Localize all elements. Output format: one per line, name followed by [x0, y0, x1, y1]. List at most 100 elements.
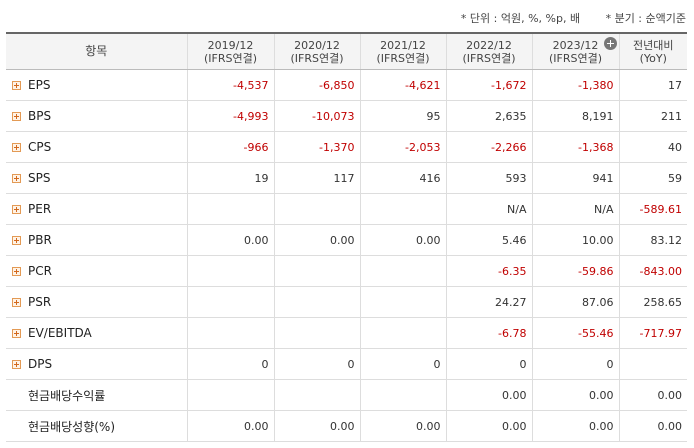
row-label: EPS — [28, 78, 51, 92]
row-label-cell[interactable]: CPS — [6, 131, 187, 163]
value-cell: 0.00 — [359, 410, 446, 442]
table-row: PSR 24.27 87.06 258.65 — [6, 286, 687, 318]
value-cell: -6,850 — [273, 69, 360, 101]
value-cell — [273, 286, 360, 318]
value-cell: -59.86 — [531, 255, 619, 287]
header-col-2019: 2019/12 (IFRS연결) — [186, 32, 274, 70]
table-row: DPS 0 0 0 0 0 — [6, 348, 687, 380]
value-cell — [186, 317, 274, 349]
value-cell: 211 — [618, 100, 687, 132]
value-cell: 8,191 — [531, 100, 619, 132]
row-label: PSR — [28, 295, 52, 309]
value-cell: 0 — [186, 348, 274, 380]
row-label: EV/EBITDA — [28, 326, 92, 340]
row-label: BPS — [28, 109, 52, 123]
row-label-cell[interactable]: PER — [6, 193, 187, 225]
value-cell — [186, 379, 274, 411]
table-row: SPS 19 117 416 593 941 59 — [6, 162, 687, 194]
header-col-2020: 2020/12 (IFRS연결) — [273, 32, 360, 70]
value-cell: 17 — [618, 69, 687, 101]
value-cell — [273, 379, 360, 411]
unit-notes: * 단위 : 억원, %, %p, 배 * 분기 : 순액기준 — [461, 10, 686, 26]
expand-plus-icon[interactable] — [12, 360, 21, 369]
table-row: PER N/A N/A -589.61 — [6, 193, 687, 225]
expand-plus-icon[interactable] — [12, 112, 21, 121]
value-cell: 87.06 — [531, 286, 619, 318]
value-cell: 0.00 — [531, 379, 619, 411]
financial-ratio-table: 항목 2019/12 (IFRS연결) 2020/12 (IFRS연결) 2021/… — [6, 32, 687, 442]
add-column-icon[interactable] — [603, 37, 617, 50]
row-label-cell[interactable]: EV/EBITDA — [6, 317, 187, 349]
value-cell: 593 — [445, 162, 532, 194]
value-cell — [359, 193, 446, 225]
row-label: DPS — [28, 357, 53, 371]
value-cell: 10.00 — [531, 224, 619, 256]
value-cell: -1,370 — [273, 131, 360, 163]
row-label: PER — [28, 202, 52, 216]
value-cell: 941 — [531, 162, 619, 194]
value-cell: -6.35 — [445, 255, 532, 287]
expand-plus-icon[interactable] — [12, 174, 21, 183]
value-cell: 0.00 — [618, 410, 687, 442]
value-cell — [359, 286, 446, 318]
row-label-cell[interactable]: PBR — [6, 224, 187, 256]
row-label: 현금배당성향(%) — [28, 419, 116, 434]
value-cell: -966 — [186, 131, 274, 163]
value-cell: -4,537 — [186, 69, 274, 101]
value-cell: 19 — [186, 162, 274, 194]
value-cell — [359, 255, 446, 287]
row-label-cell: 현금배당성향(%) — [6, 410, 187, 442]
table-row: 현금배당수익률 0.00 0.00 0.00 — [6, 379, 687, 411]
row-label: 현금배당수익률 — [28, 388, 106, 403]
row-label-cell[interactable]: PSR — [6, 286, 187, 318]
table-row: EPS -4,537 -6,850 -4,621 -1,672 -1,380 17 — [6, 69, 687, 101]
value-cell: -4,621 — [359, 69, 446, 101]
value-cell: 59 — [618, 162, 687, 194]
header-col-2022: 2022/12 (IFRS연결) — [445, 32, 532, 70]
value-cell: 258.65 — [618, 286, 687, 318]
table-row: 현금배당성향(%) 0.00 0.00 0.00 0.00 0.00 0.00 — [6, 410, 687, 442]
row-label: SPS — [28, 171, 51, 185]
expand-plus-icon[interactable] — [12, 205, 21, 214]
expand-plus-icon[interactable] — [12, 329, 21, 338]
value-cell: -1,380 — [531, 69, 619, 101]
row-label-cell[interactable]: EPS — [6, 69, 187, 101]
row-label: PBR — [28, 233, 52, 247]
row-label-cell: 현금배당수익률 — [6, 379, 187, 411]
value-cell: 83.12 — [618, 224, 687, 256]
value-cell: N/A — [531, 193, 619, 225]
expand-plus-icon[interactable] — [12, 81, 21, 90]
expand-plus-icon[interactable] — [12, 143, 21, 152]
value-cell: 24.27 — [445, 286, 532, 318]
table-row: CPS -966 -1,370 -2,053 -2,266 -1,368 40 — [6, 131, 687, 163]
value-cell: -2,053 — [359, 131, 446, 163]
table-row: PCR -6.35 -59.86 -843.00 — [6, 255, 687, 287]
row-label-cell[interactable]: SPS — [6, 162, 187, 194]
table-row: PBR 0.00 0.00 0.00 5.46 10.00 83.12 — [6, 224, 687, 256]
value-cell: 0.00 — [186, 224, 274, 256]
value-cell: -10,073 — [273, 100, 360, 132]
expand-plus-icon[interactable] — [12, 236, 21, 245]
unit-note: * 단위 : 억원, %, %p, 배 — [460, 12, 581, 25]
value-cell: -1,672 — [445, 69, 532, 101]
row-label-cell[interactable]: BPS — [6, 100, 187, 132]
value-cell: 0.00 — [445, 410, 532, 442]
value-cell: 0.00 — [186, 410, 274, 442]
value-cell: 95 — [359, 100, 446, 132]
row-label-cell[interactable]: DPS — [6, 348, 187, 380]
expand-plus-icon[interactable] — [12, 298, 21, 307]
value-cell: 0 — [359, 348, 446, 380]
value-cell — [186, 193, 274, 225]
header-col-yoy: 전년대비 (YoY) — [618, 32, 687, 70]
value-cell: -6.78 — [445, 317, 532, 349]
value-cell: -717.97 — [618, 317, 687, 349]
header-item: 항목 — [6, 32, 187, 70]
row-label-cell[interactable]: PCR — [6, 255, 187, 287]
value-cell: 40 — [618, 131, 687, 163]
value-cell — [273, 193, 360, 225]
value-cell: -2,266 — [445, 131, 532, 163]
header-col-2021: 2021/12 (IFRS연결) — [359, 32, 446, 70]
expand-plus-icon[interactable] — [12, 267, 21, 276]
header-col-2023: 2023/12 (IFRS연결) — [531, 32, 619, 70]
value-cell: -589.61 — [618, 193, 687, 225]
